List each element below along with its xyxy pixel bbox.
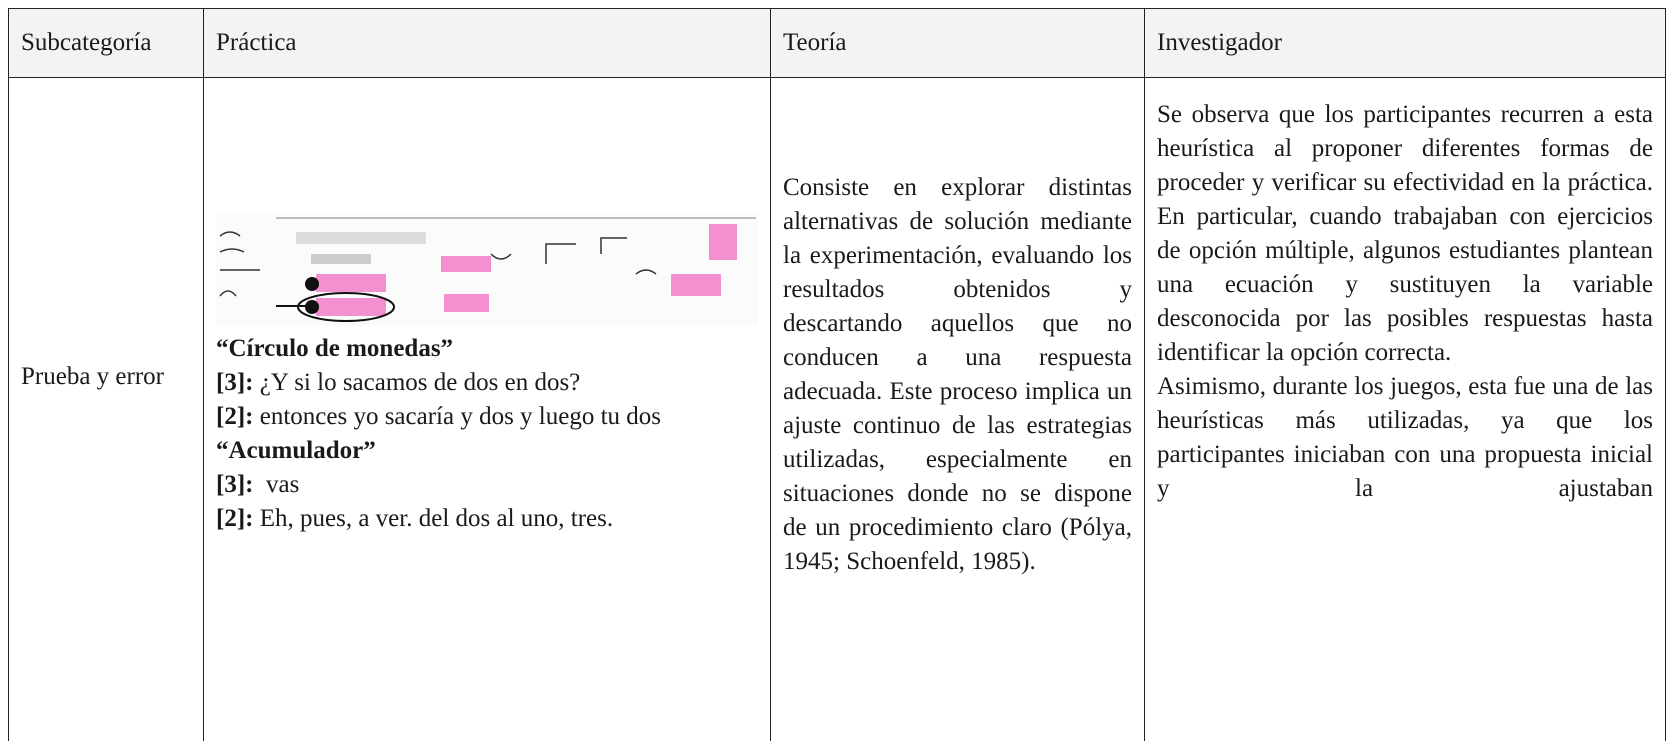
researcher-paragraph: Asimismo, durante los juegos, esta fue u… [1157,373,1653,502]
researcher-cell: Se observa que los participantes recurre… [1144,77,1666,741]
theory: Consiste en explorar distintas alternati… [783,174,1132,575]
utterance: ¿Y si lo sacamos de dos en dos? [253,369,581,396]
dialogue-title: “Acumulador” [216,437,376,464]
dialogue-line: “Acumulador” [216,434,758,468]
speaker: [3]: [216,471,254,498]
utterance: entonces yo sacaría y dos y luego tu dos [253,403,662,430]
dialogue-line: [3]: vas [216,468,758,502]
header-cell: Teoría [770,8,1145,78]
dialogue-title: “Círculo de monedas” [216,335,454,362]
utterance: vas [253,471,300,498]
header-text: Investigador [1157,29,1282,56]
dialogue-line: [2]: entonces yo sacaría y dos y luego t… [216,400,758,434]
header-text: Subcategoría [21,29,152,56]
header-cell: Práctica [203,8,771,78]
dialogue-line: “Círculo de monedas” [216,332,758,366]
researcher-paragraph: Se observa que los participantes recurre… [1157,101,1653,366]
utterance: Eh, pues, a ver. del dos al uno, tres. [253,505,614,532]
header-cell: Subcategoría [8,8,204,78]
speaker: [2]: [216,403,254,430]
practice-image [216,214,758,326]
theory-cell: Consiste en explorar distintas alternati… [770,77,1145,741]
practice-cell: “Círculo de monedas” [3]: ¿Y si lo sacamo… [203,77,771,741]
dialogue-line: [3]: ¿Y si lo sacamos de dos en dos? [216,366,758,400]
speaker: [3]: [216,369,254,396]
header-text: Práctica [216,29,297,56]
header-cell: Investigador [1144,8,1666,78]
subcategory-cell: Prueba y error [8,77,204,741]
subcategory: Prueba y error [21,363,164,390]
header-text: Teoría [783,29,847,56]
speaker: [2]: [216,505,254,532]
dialogue: “Círculo de monedas” [3]: ¿Y si lo sacamo… [216,332,758,536]
dialogue-line: [2]: Eh, pues, a ver. del dos al uno, tr… [216,502,758,536]
